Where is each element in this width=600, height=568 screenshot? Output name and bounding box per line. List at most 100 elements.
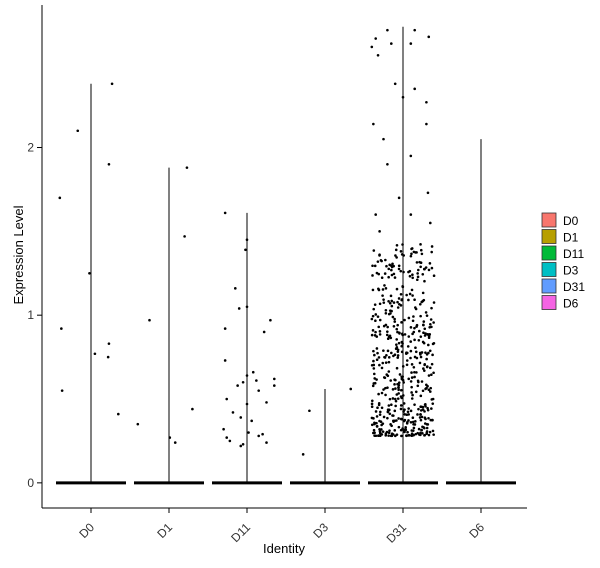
point-D31 bbox=[407, 270, 410, 274]
point-D31 bbox=[371, 264, 374, 268]
point-D31 bbox=[392, 324, 396, 328]
point-D31 bbox=[381, 422, 385, 425]
point-D31 bbox=[393, 383, 396, 386]
point-D31 bbox=[374, 330, 377, 334]
point-D31 bbox=[370, 423, 374, 427]
point-D0 bbox=[93, 352, 97, 356]
point-D31 bbox=[375, 347, 379, 350]
point-D31 bbox=[419, 412, 422, 416]
point-D31 bbox=[419, 335, 423, 338]
point-D31 bbox=[387, 267, 391, 271]
point-D11 bbox=[231, 411, 235, 414]
point-D31 bbox=[410, 363, 414, 366]
point-D31 bbox=[402, 270, 405, 274]
point-D1 bbox=[191, 407, 194, 411]
point-D31 bbox=[393, 429, 397, 432]
point-D0 bbox=[107, 342, 111, 345]
point-D31 bbox=[387, 370, 391, 373]
point-D31 bbox=[400, 298, 404, 301]
point-D31 bbox=[387, 360, 391, 364]
point-D31 bbox=[409, 154, 413, 158]
point-D31 bbox=[414, 432, 418, 436]
point-D31 bbox=[423, 369, 426, 372]
point-D31 bbox=[375, 378, 378, 381]
point-D31 bbox=[394, 434, 397, 438]
point-D31 bbox=[377, 434, 381, 437]
point-D31 bbox=[423, 422, 427, 425]
point-D31 bbox=[374, 313, 378, 316]
point-D31 bbox=[410, 247, 413, 251]
point-D31 bbox=[412, 315, 415, 318]
point-D11 bbox=[241, 442, 245, 446]
point-D31 bbox=[390, 273, 394, 277]
point-D31 bbox=[376, 351, 379, 355]
jitter-points bbox=[58, 28, 436, 456]
point-D31 bbox=[377, 356, 381, 359]
point-D31 bbox=[387, 356, 391, 359]
point-D31 bbox=[410, 371, 413, 374]
point-D31 bbox=[419, 261, 423, 265]
point-D31 bbox=[410, 252, 413, 256]
point-D11 bbox=[222, 427, 225, 431]
point-D31 bbox=[431, 342, 435, 346]
point-D11 bbox=[236, 384, 239, 387]
point-D31 bbox=[399, 395, 403, 398]
point-D31 bbox=[387, 335, 391, 339]
point-D31 bbox=[428, 366, 432, 370]
point-D31 bbox=[400, 344, 403, 348]
point-D31 bbox=[410, 376, 414, 379]
point-D31 bbox=[419, 355, 423, 359]
point-D31 bbox=[378, 431, 382, 434]
x-tick-label: D6 bbox=[466, 520, 487, 541]
legend-label-D1: D1 bbox=[563, 231, 579, 245]
point-D11 bbox=[225, 397, 229, 401]
point-D31 bbox=[407, 377, 411, 381]
point-D31 bbox=[419, 394, 423, 398]
point-D31 bbox=[379, 410, 382, 414]
point-D31 bbox=[393, 419, 397, 423]
point-D31 bbox=[375, 358, 379, 362]
point-D31 bbox=[375, 425, 379, 428]
x-tick-label: D11 bbox=[228, 520, 253, 545]
point-D31 bbox=[379, 420, 383, 424]
point-D31 bbox=[378, 333, 382, 336]
point-D31 bbox=[408, 274, 412, 278]
point-D31 bbox=[381, 361, 385, 365]
point-D31 bbox=[386, 28, 389, 32]
point-D31 bbox=[427, 335, 431, 338]
point-D31 bbox=[382, 137, 385, 141]
point-D31 bbox=[401, 378, 405, 382]
point-D31 bbox=[407, 419, 410, 422]
point-D31 bbox=[415, 371, 418, 374]
point-D31 bbox=[386, 416, 389, 420]
point-D31 bbox=[432, 274, 436, 278]
point-D31 bbox=[384, 361, 388, 364]
point-D31 bbox=[413, 326, 416, 330]
point-D11 bbox=[237, 307, 241, 310]
point-D31 bbox=[412, 426, 416, 430]
point-D31 bbox=[395, 327, 399, 331]
point-D31 bbox=[397, 381, 401, 384]
point-D31 bbox=[384, 434, 388, 437]
x-axis-title: Identity bbox=[263, 541, 305, 556]
point-D31 bbox=[390, 42, 393, 45]
point-D31 bbox=[394, 387, 397, 390]
point-D31 bbox=[385, 264, 388, 268]
x-tick-label: D31 bbox=[384, 520, 410, 546]
point-D31 bbox=[372, 122, 375, 126]
point-D11 bbox=[223, 359, 227, 362]
point-D1 bbox=[148, 318, 151, 322]
point-D31 bbox=[380, 391, 384, 395]
point-D31 bbox=[423, 334, 427, 337]
point-D31 bbox=[432, 321, 435, 324]
point-D31 bbox=[401, 95, 405, 99]
point-D31 bbox=[413, 338, 416, 342]
point-D11 bbox=[245, 402, 249, 406]
legend-label-D11: D11 bbox=[563, 247, 584, 261]
point-D11 bbox=[255, 379, 258, 382]
point-D31 bbox=[402, 402, 406, 405]
point-D31 bbox=[400, 417, 404, 421]
point-D31 bbox=[396, 354, 400, 357]
point-D31 bbox=[370, 416, 374, 420]
point-D31 bbox=[396, 330, 399, 334]
